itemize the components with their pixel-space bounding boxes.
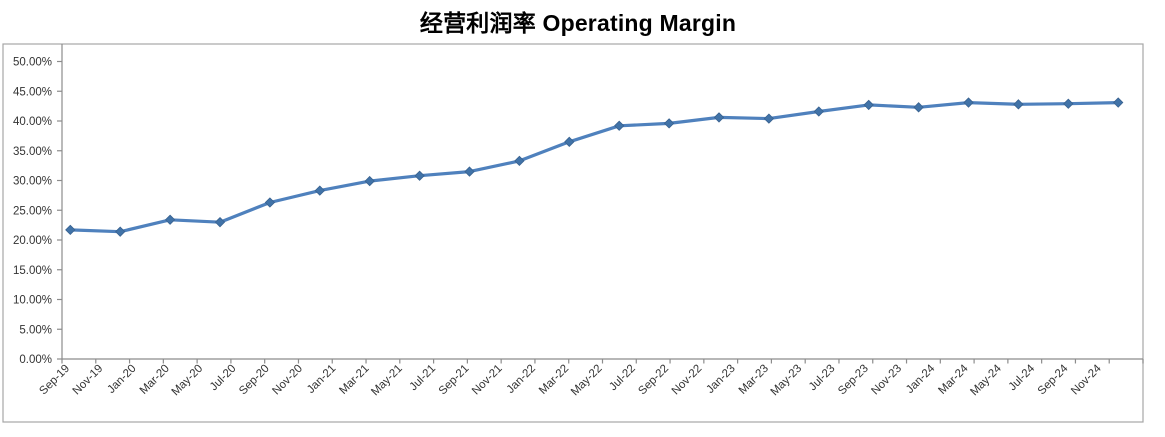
data-point-marker — [1063, 98, 1074, 109]
x-axis-label: Nov-22 — [670, 363, 705, 398]
x-axis-label: May-20 — [170, 363, 206, 399]
chart-area-border — [2, 43, 1144, 423]
x-axis-label: Jan-21 — [305, 363, 338, 396]
data-point-marker — [115, 226, 126, 237]
data-point-marker — [414, 170, 425, 181]
data-point-markers — [65, 97, 1124, 237]
x-axis-label: Jul-21 — [408, 363, 439, 394]
axes — [61, 44, 1143, 360]
y-axis-label: 25.00% — [13, 205, 52, 217]
y-axis-label: 40.00% — [13, 116, 52, 128]
x-axis-label: Mar-23 — [737, 363, 771, 397]
y-axis-ticks: 50.00% 45.00% 40.00% 35.00% 30.00% 25.00% 20.0… — [13, 57, 62, 366]
data-point-marker — [164, 214, 176, 225]
x-axis-label: Mar-20 — [138, 363, 172, 397]
data-point-marker — [364, 175, 375, 187]
x-axis-label: Jul-22 — [607, 363, 638, 394]
x-axis-label: Nov-19 — [71, 363, 106, 398]
data-point-marker — [214, 216, 226, 228]
data-point-marker — [863, 99, 874, 111]
data-point-marker — [464, 166, 475, 177]
x-axis-label: Nov-23 — [869, 363, 904, 398]
x-axis-label: Jan-20 — [105, 363, 138, 396]
x-axis-label: May-23 — [769, 363, 805, 399]
data-point-marker — [514, 155, 525, 167]
data-point-marker — [713, 112, 725, 123]
data-point-marker — [813, 106, 824, 117]
x-axis-ticks — [61, 359, 1144, 364]
data-point-marker — [264, 197, 276, 208]
x-axis-label: Mar-21 — [337, 363, 371, 397]
x-axis-label: Jul-20 — [208, 363, 239, 394]
y-axis-label: 10.00% — [13, 295, 52, 307]
x-axis-label: Nov-24 — [1069, 362, 1104, 397]
x-axis-label: Mar-24 — [936, 362, 971, 397]
x-axis-label: May-21 — [369, 363, 405, 399]
data-point-marker — [1113, 97, 1124, 108]
data-point-marker — [763, 113, 775, 124]
x-axis-label: Jul-24 — [1007, 362, 1038, 393]
data-point-marker — [65, 224, 76, 236]
x-axis-label: Jan-23 — [704, 363, 737, 396]
y-axis-label: 35.00% — [13, 146, 52, 158]
x-axis-label: Mar-22 — [537, 363, 571, 397]
x-axis-label: May-24 — [968, 362, 1004, 398]
data-point-marker — [913, 102, 924, 113]
data-point-marker — [1013, 99, 1024, 110]
data-point-marker — [663, 118, 675, 129]
y-axis-label: 15.00% — [13, 265, 52, 277]
x-axis-label: Sep-20 — [237, 363, 272, 398]
x-axis-label: Sep-23 — [836, 363, 871, 398]
x-axis-label: Sep-22 — [636, 363, 671, 398]
x-axis-label: Jan-24 — [904, 362, 938, 396]
x-axis-label: Sep-24 — [1036, 362, 1071, 397]
x-axis-label: Sep-21 — [437, 363, 472, 398]
y-axis-label: 20.00% — [13, 235, 52, 247]
data-point-marker — [314, 185, 325, 196]
x-axis-label: Jul-23 — [807, 363, 838, 394]
y-axis-label: 5.00% — [19, 324, 52, 336]
data-point-marker — [564, 136, 575, 147]
x-axis-label: May-22 — [569, 363, 605, 399]
y-axis-label: 30.00% — [13, 176, 52, 188]
y-axis-label: 45.00% — [13, 86, 52, 98]
data-point-marker — [963, 97, 974, 108]
series-line — [68, 100, 1120, 234]
data-point-marker — [614, 120, 625, 131]
chart-title: 经营利润率 Operating Margin — [419, 10, 737, 36]
x-axis-label: Jan-22 — [505, 363, 538, 396]
x-axis-label: Sep-19 — [37, 363, 72, 398]
y-axis-label: 50.00% — [13, 57, 52, 69]
y-axis-label: 0.00% — [19, 354, 52, 366]
x-axis-label: Nov-20 — [270, 363, 305, 398]
x-axis-label: Nov-21 — [470, 363, 505, 398]
